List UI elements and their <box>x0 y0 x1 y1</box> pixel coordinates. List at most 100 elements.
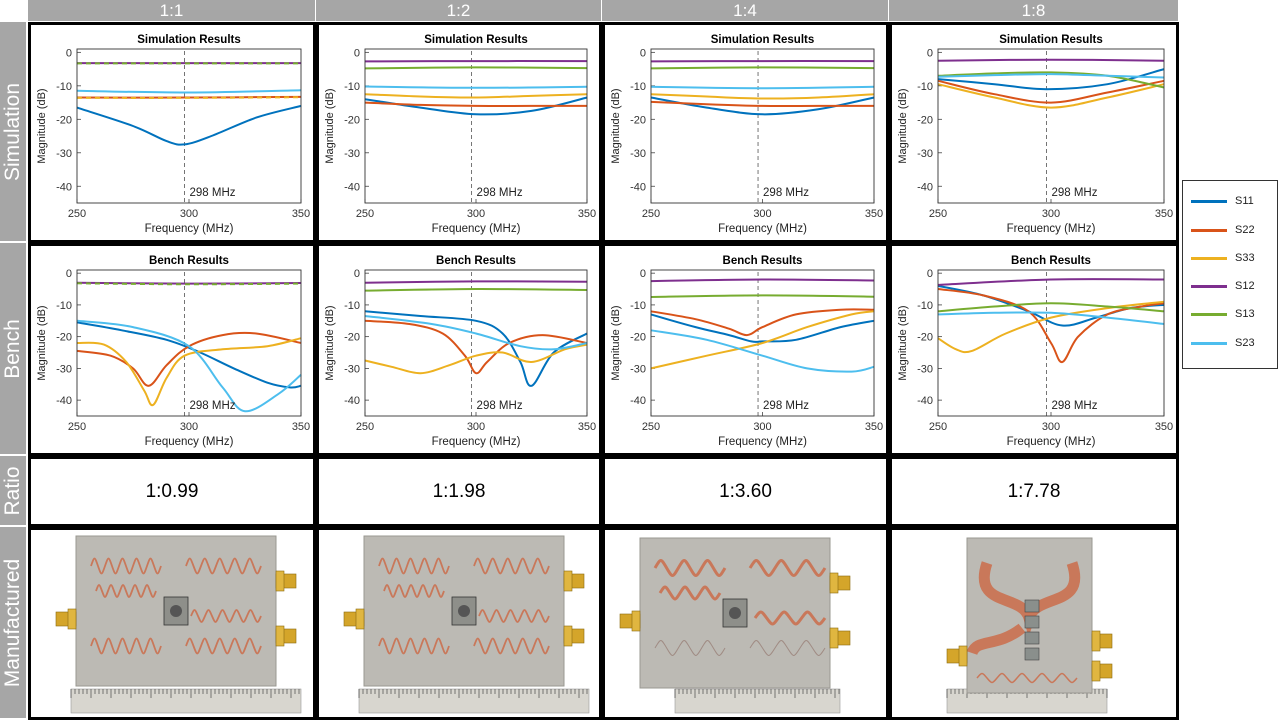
series-line-s22 <box>937 79 1165 104</box>
x-tick-label: 250 <box>356 208 374 220</box>
tuning-screw <box>458 605 470 617</box>
legend-label-s33: S33 <box>1235 252 1255 264</box>
legend-label-s12: S12 <box>1235 280 1255 292</box>
plot-frame <box>937 48 1165 204</box>
legend-item-s12: S12 <box>1191 279 1277 293</box>
y-tick-label: -30 <box>56 363 72 375</box>
marker-label: 298 MHz <box>190 187 236 199</box>
manufactured-cell-2 <box>316 527 602 720</box>
series-line-s23 <box>76 319 302 413</box>
series-line-s33 <box>364 93 588 99</box>
chart-title: Bench Results <box>149 255 229 267</box>
y-tick-label: -30 <box>630 363 646 375</box>
simulation-chart-3: Simulation Results 0 -10 -20 -30 -40 250 300 350… <box>610 34 883 235</box>
bench-chart-4: Bench Results 0 -10 -20 -30 -40 250 300 350 298 M… <box>897 255 1173 448</box>
x-tick-label: 300 <box>180 421 198 433</box>
manufactured-cell-3 <box>602 527 889 720</box>
y-tick-label: 0 <box>640 268 646 280</box>
y-tick-label: -10 <box>917 81 933 93</box>
x-tick-label: 300 <box>753 421 771 433</box>
series-line-s13 <box>76 282 302 286</box>
sma-connector-nut <box>275 625 285 647</box>
x-tick-label: 350 <box>578 208 596 220</box>
sma-connector-nut <box>563 570 573 592</box>
x-tick-label: 300 <box>753 208 771 220</box>
row-header-manufactured: Manufactured <box>0 527 26 720</box>
tuning-screw <box>170 605 182 617</box>
x-axis-label: Frequency (MHz) <box>1007 223 1096 235</box>
legend-item-s13: S13 <box>1191 307 1277 321</box>
chart-title: Simulation Results <box>711 34 815 46</box>
copper-trace <box>653 559 727 577</box>
legend-item-s23: S23 <box>1191 336 1277 350</box>
plot-area <box>77 270 301 416</box>
row-label-manufactured: Manufactured <box>1 558 24 687</box>
x-tick-label: 300 <box>180 208 198 220</box>
row-label-bench: Bench <box>1 318 24 379</box>
ratio-cell-4: 1:7.78 <box>889 456 1179 527</box>
legend-item-s33: S33 <box>1191 251 1277 265</box>
board-photo-2 <box>319 530 599 717</box>
series-line-s23 <box>364 85 588 89</box>
series-line-s33 <box>76 96 302 99</box>
y-tick-label: -40 <box>344 181 360 193</box>
sma-connector-nut <box>958 645 968 667</box>
x-axis-label: Frequency (MHz) <box>1007 436 1096 448</box>
plot-area <box>651 49 874 203</box>
y-tick-label: 0 <box>927 47 933 59</box>
marker-label: 298 MHz <box>190 400 236 412</box>
series-line-s22 <box>650 100 874 108</box>
sma-connector-nut <box>1091 660 1101 682</box>
simulation-chart-2: Simulation Results 0 -10 -20 -30 -40 250 300 350… <box>324 34 596 235</box>
legend-swatch-s11 <box>1191 200 1227 203</box>
copper-trace <box>658 585 722 601</box>
y-axis-label: Magnitude (dB) <box>610 88 622 163</box>
simulation-cell-2: Simulation Results 0 -10 -20 -30 -40 250 300 350… <box>316 22 602 243</box>
x-tick-label: 350 <box>292 421 310 433</box>
plot-frame <box>937 269 1165 417</box>
copper-trace <box>90 557 162 575</box>
series-line-s33 <box>364 343 588 375</box>
ratio-cell-3: 1:3.60 <box>602 456 889 527</box>
sma-connector-nut <box>829 572 839 594</box>
copper-trace <box>383 584 445 598</box>
marker-label: 298 MHz <box>763 400 809 412</box>
series-line-s33 <box>937 300 1165 354</box>
series-line-s22 <box>76 331 302 387</box>
y-tick-label: -10 <box>344 300 360 312</box>
series-line-s23 <box>650 329 875 373</box>
copper-trace <box>976 672 1078 684</box>
series-line-s12 <box>364 280 588 284</box>
column-header-3: 1:4 <box>602 0 889 21</box>
series-line-s12 <box>650 278 875 283</box>
x-tick-label: 350 <box>865 421 883 433</box>
y-tick-label: -40 <box>917 395 933 407</box>
y-tick-label: -20 <box>630 332 646 344</box>
y-tick-label: -10 <box>630 81 646 93</box>
ratio-cell-2: 1:1.98 <box>316 456 602 527</box>
simulation-cell-1: Simulation Results 0 -10 -20 -30 -40 250 300 350… <box>28 22 316 243</box>
legend-label-s11: S11 <box>1235 195 1254 207</box>
y-axis-label: Magnitude (dB) <box>36 88 48 163</box>
legend: S11 S22 S33 S12 S13 S23 <box>1182 180 1278 369</box>
chart-title: Simulation Results <box>424 34 528 46</box>
y-tick-label: -30 <box>630 148 646 160</box>
ruler <box>674 688 841 714</box>
legend-swatch-s23 <box>1191 342 1227 345</box>
series-line-s23 <box>364 315 588 351</box>
sma-connector-nut <box>563 625 573 647</box>
x-axis-label: Frequency (MHz) <box>432 223 521 235</box>
row-label-simulation: Simulation <box>1 82 24 181</box>
chart-title: Simulation Results <box>999 34 1103 46</box>
x-axis-label: Frequency (MHz) <box>145 436 234 448</box>
y-tick-label: -10 <box>630 300 646 312</box>
copper-trace <box>473 637 550 655</box>
y-tick-label: -30 <box>917 148 933 160</box>
x-tick-label: 250 <box>929 208 947 220</box>
tuning-screw <box>729 607 741 619</box>
capacitor <box>1024 615 1040 629</box>
chart-title: Bench Results <box>1011 255 1091 267</box>
sma-connector-nut <box>275 570 285 592</box>
ratio-value-3: 1:3.60 <box>719 480 772 502</box>
y-tick-label: 0 <box>927 268 933 280</box>
